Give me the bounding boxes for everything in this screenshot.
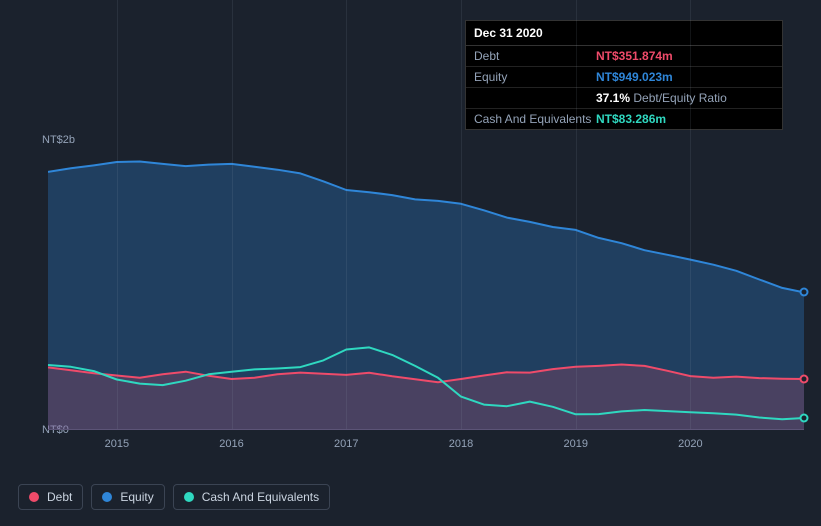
x-axis-label: 2020: [678, 438, 702, 450]
legend-label: Debt: [47, 490, 72, 504]
chart-tooltip: Dec 31 2020 DebtNT$351.874mEquityNT$949.…: [465, 20, 783, 130]
chart-container: NT$2bNT$0 201520162017201820192020: [18, 120, 804, 440]
x-axis-label: 2019: [563, 438, 587, 450]
legend-dot-icon: [184, 492, 194, 502]
tooltip-row-value: NT$351.874m: [596, 49, 673, 63]
x-gridline: [346, 0, 347, 429]
tooltip-row: EquityNT$949.023m: [466, 67, 782, 88]
legend-item-cash-and-equivalents[interactable]: Cash And Equivalents: [173, 484, 330, 510]
x-gridline: [461, 0, 462, 429]
tooltip-row: DebtNT$351.874m: [466, 46, 782, 67]
tooltip-row-label: Equity: [474, 70, 596, 84]
x-axis-label: 2017: [334, 438, 358, 450]
tooltip-row-label: Debt: [474, 49, 596, 63]
series-end-marker: [800, 374, 809, 383]
tooltip-row-label: [474, 91, 596, 105]
legend-item-debt[interactable]: Debt: [18, 484, 83, 510]
tooltip-row-value: 37.1% Debt/Equity Ratio: [596, 91, 727, 105]
x-gridline: [576, 0, 577, 429]
x-axis-label: 2016: [219, 438, 243, 450]
x-gridline: [232, 0, 233, 429]
x-gridline: [690, 0, 691, 429]
series-end-marker: [800, 288, 809, 297]
legend-dot-icon: [29, 492, 39, 502]
tooltip-row: 37.1% Debt/Equity Ratio: [466, 88, 782, 109]
chart-x-labels: 2015 2016 2017 2018 2019 2020: [48, 436, 804, 456]
x-axis-label: 2015: [105, 438, 129, 450]
series-end-marker: [800, 413, 809, 422]
chart-plot-area[interactable]: [48, 140, 804, 430]
x-gridline: [117, 0, 118, 429]
chart-legend: Debt Equity Cash And Equivalents: [18, 484, 330, 510]
tooltip-row-value: NT$949.023m: [596, 70, 673, 84]
legend-label: Equity: [120, 490, 153, 504]
legend-dot-icon: [102, 492, 112, 502]
x-axis-label: 2018: [449, 438, 473, 450]
legend-label: Cash And Equivalents: [202, 490, 319, 504]
tooltip-date: Dec 31 2020: [466, 21, 782, 46]
legend-item-equity[interactable]: Equity: [91, 484, 164, 510]
